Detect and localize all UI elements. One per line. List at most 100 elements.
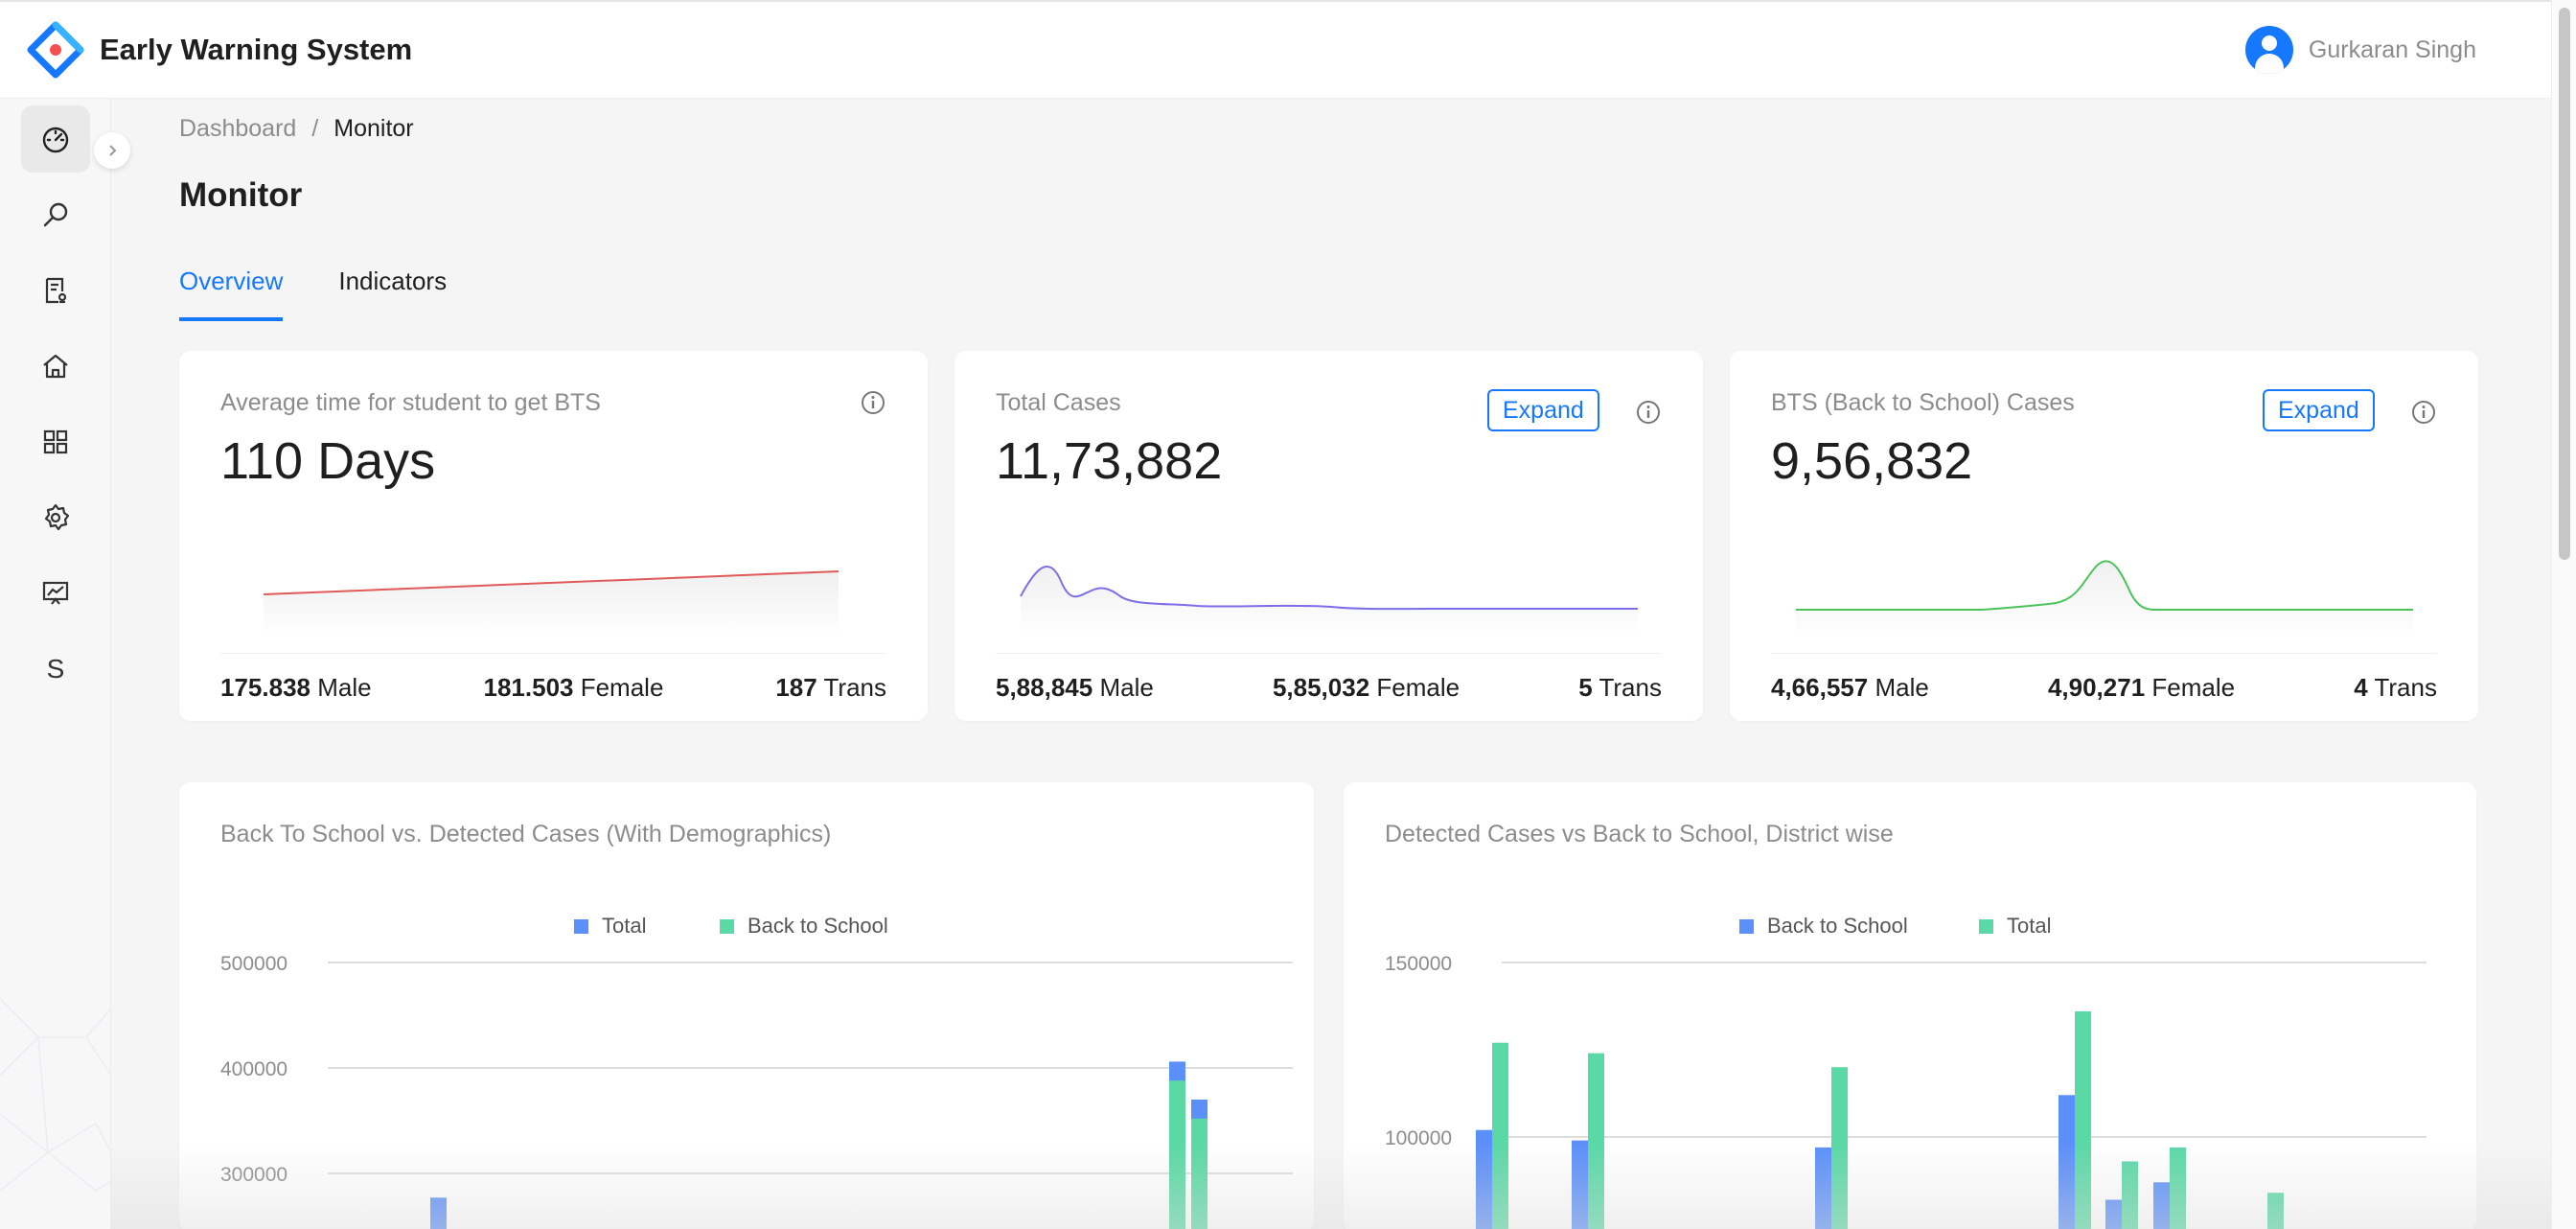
sidebar-item-settings[interactable]: [21, 484, 90, 551]
tab-overview[interactable]: Overview: [179, 267, 284, 321]
legend-swatch: [1979, 919, 1993, 934]
dashboard-gauge-icon: [42, 127, 69, 153]
sidebar-item-s-label: S: [46, 654, 65, 684]
legend-label: Total: [602, 914, 646, 938]
presentation-chart-icon: [42, 581, 69, 605]
stat-card-bts-cases: BTS (Back to School) Cases 9,56,832 Expa…: [1730, 351, 2478, 721]
brand[interactable]: Early Warning System: [27, 21, 412, 79]
stat-male: 175.838 Male: [220, 673, 372, 702]
bar: [1831, 1067, 1848, 1229]
report-icon: [45, 277, 67, 304]
stat-footer: 4,66,557 Male 4,90,271 Female 4 Trans: [1771, 673, 2437, 703]
app-title: Early Warning System: [100, 33, 413, 66]
sparkline-avg-time: [263, 570, 840, 638]
legend-label: Back to School: [1767, 914, 1908, 938]
sidebar-item-reports[interactable]: [21, 257, 90, 324]
legend-item[interactable]: Total: [574, 914, 646, 938]
legend-swatch: [574, 919, 588, 934]
stat-footer: 5,88,845 Male 5,85,032 Female 5 Trans: [996, 673, 1662, 703]
stat-label: BTS (Back to School) Cases: [1771, 389, 2075, 416]
user-name: Gurkaran Singh: [2308, 35, 2476, 63]
legend-swatch: [1739, 919, 1754, 934]
stat-footer: 175.838 Male 181.503 Female 187 Trans: [220, 673, 886, 703]
avatar[interactable]: [2244, 26, 2293, 74]
expand-button[interactable]: Expand: [1487, 389, 1599, 431]
legend-item[interactable]: Back to School: [720, 914, 888, 938]
sidebar-item-search[interactable]: [21, 181, 90, 248]
legend-label: Back to School: [748, 914, 888, 938]
sparkline-total-cases: [1020, 566, 1638, 638]
app-header: Early Warning System Gurkaran Singh: [0, 0, 2576, 99]
legend-item[interactable]: Back to School: [1739, 914, 1908, 938]
background-pattern: [0, 998, 111, 1192]
home-icon: [43, 354, 68, 379]
y-tick-label: 150000: [1385, 953, 1452, 975]
legend-swatch: [720, 919, 734, 934]
scrollbar[interactable]: [2551, 0, 2576, 1229]
sparkline-bts-cases: [1796, 560, 2413, 638]
stat-female: 4,90,271 Female: [2047, 673, 2236, 702]
stat-card-total-cases: Total Cases 11,73,882 Expand 5,88,845 Ma…: [954, 351, 1703, 721]
stat-female: 181.503 Female: [483, 673, 664, 702]
chart-title: Back To School vs. Detected Cases (With …: [220, 821, 832, 847]
stat-male: 4,66,557 Male: [1771, 673, 1929, 702]
info-icon[interactable]: [860, 389, 886, 416]
expand-button[interactable]: Expand: [2263, 389, 2375, 431]
stat-value: 11,73,882: [996, 432, 1223, 490]
stat-value: 110 Days: [220, 432, 436, 490]
gear-icon: [44, 503, 70, 531]
legend-item[interactable]: Total: [1979, 914, 2051, 938]
grid-icon: [43, 429, 68, 454]
stat-label: Total Cases: [996, 389, 1121, 416]
bar: [1169, 1080, 1185, 1229]
bar: [1588, 1053, 1604, 1229]
breadcrumb-current: Monitor: [334, 115, 414, 142]
info-icon[interactable]: [2410, 399, 2437, 426]
stat-divider: [220, 653, 886, 654]
stat-label: Average time for student to get BTS: [220, 389, 601, 416]
bar-chart-bts-vs-detected: Total Back to School 500000 400000 300000: [220, 914, 1293, 1229]
breadcrumb-separator: /: [311, 115, 319, 142]
page-title: Monitor: [179, 176, 303, 214]
y-tick-label: 400000: [220, 1058, 288, 1080]
bar: [2105, 1199, 2122, 1229]
bar: [1815, 1147, 1831, 1229]
tabs: Overview Indicators: [179, 267, 447, 321]
stat-card-avg-time: Average time for student to get BTS 110 …: [179, 351, 928, 721]
sidebar-item-dashboard[interactable]: [21, 105, 90, 173]
sidebar-item-presentation[interactable]: [21, 560, 90, 627]
bar: [1572, 1140, 1588, 1229]
stat-divider: [996, 653, 1662, 654]
chevron-right-icon: [109, 145, 117, 156]
sidebar-collapse-button[interactable]: [94, 132, 130, 169]
y-tick-label: 500000: [220, 953, 288, 975]
bar: [2122, 1161, 2138, 1229]
search-icon: [43, 202, 68, 227]
user-menu[interactable]: Gurkaran Singh: [2244, 26, 2476, 74]
scroll-thumb[interactable]: [2559, 8, 2570, 560]
bar: [1492, 1042, 1508, 1229]
chart-card-bts-vs-detected: Back To School vs. Detected Cases (With …: [179, 782, 1314, 1229]
breadcrumb: Dashboard / Monitor: [179, 115, 414, 143]
sidebar-item-apps[interactable]: [21, 408, 90, 475]
bar: [1476, 1129, 1492, 1229]
stat-male: 5,88,845 Male: [996, 673, 1154, 702]
bar-chart-district-wise: Back to School Total 150000 100000: [1385, 914, 2426, 1229]
legend-label: Total: [2007, 914, 2051, 938]
diamond-logo-icon: [27, 21, 84, 79]
sidebar-item-s[interactable]: S: [21, 636, 90, 703]
bar: [2267, 1193, 2284, 1229]
tab-indicators[interactable]: Indicators: [338, 267, 448, 295]
bar: [2075, 1010, 2091, 1229]
y-tick-label: 100000: [1385, 1127, 1452, 1149]
breadcrumb-dashboard[interactable]: Dashboard: [179, 115, 297, 142]
sidebar-item-home[interactable]: [21, 333, 90, 400]
stat-female: 5,85,032 Female: [1272, 673, 1460, 702]
chart-title: Detected Cases vs Back to School, Distri…: [1385, 821, 1894, 847]
info-icon[interactable]: [1635, 399, 1662, 426]
bar: [1191, 1118, 1208, 1229]
chart-card-district-wise: Detected Cases vs Back to School, Distri…: [1344, 782, 2476, 1229]
bar: [2170, 1147, 2186, 1229]
bar: [430, 1197, 447, 1229]
stat-trans: 187 Trans: [775, 673, 886, 702]
